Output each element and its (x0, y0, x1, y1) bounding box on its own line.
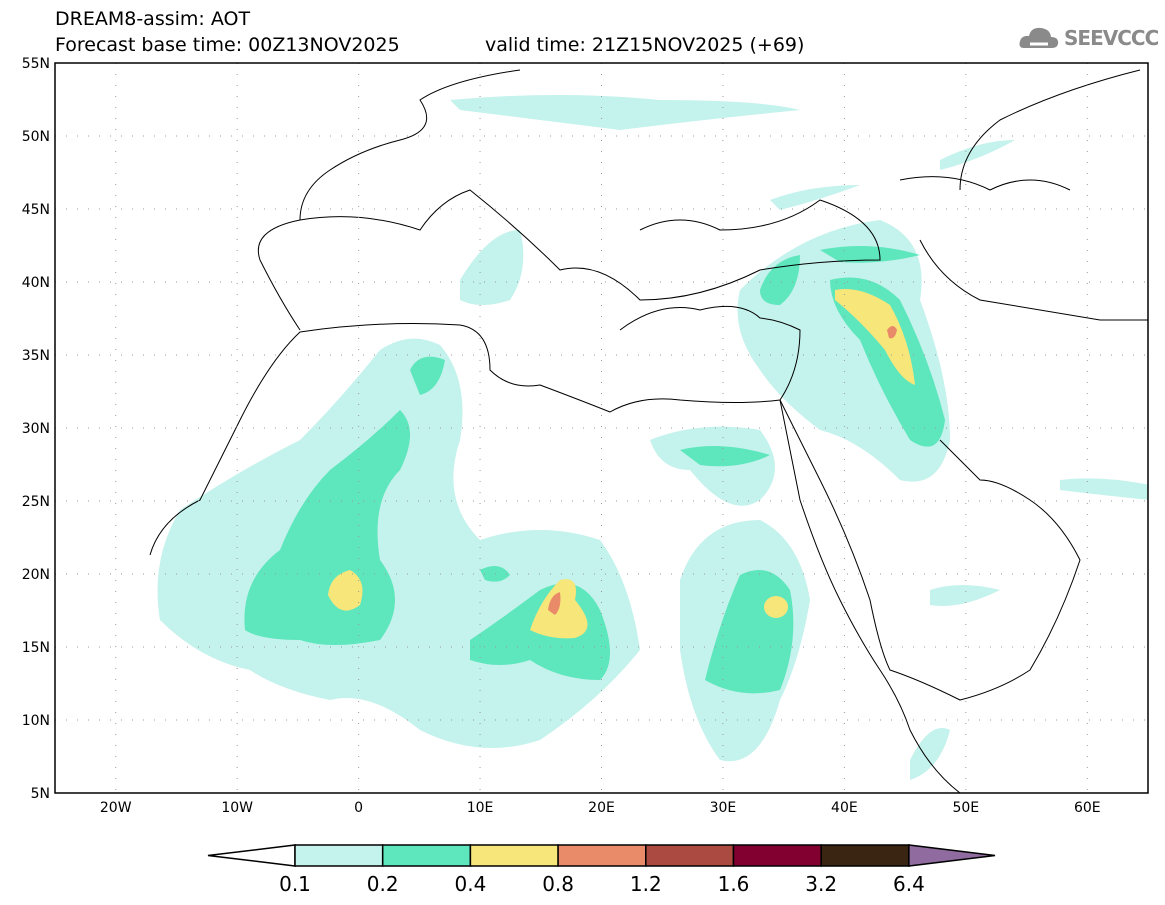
lat-label: 20N (22, 567, 50, 583)
colorbar (207, 844, 996, 867)
coastlines (149, 69, 1148, 793)
dust-field (157, 95, 1148, 780)
lon-label: 40E (831, 800, 858, 816)
logo-text: SEEVCCC (1064, 26, 1159, 50)
lat-label: 10N (22, 713, 50, 729)
lat-label: 50N (22, 129, 50, 145)
colorbar-over-arrow (908, 844, 996, 867)
colorbar-label: 1.2 (629, 872, 662, 896)
lon-label: 0 (354, 800, 363, 816)
lat-label: 55N (22, 56, 50, 72)
colorbar-swatch (820, 844, 910, 867)
lat-label: 5N (31, 786, 50, 802)
colorbar-label: 3.2 (805, 872, 838, 896)
colorbar-swatch (557, 844, 647, 867)
colorbar-label: 0.8 (542, 872, 574, 896)
lon-label: 50E (952, 800, 979, 816)
colorbar-swatch (645, 844, 735, 867)
colorbar-label: 1.6 (717, 872, 750, 896)
colorbar-label: 0.4 (454, 872, 487, 896)
map-title: DREAM8-assim: AOT (55, 8, 251, 30)
lon-label: 10E (467, 800, 494, 816)
lon-label: 20E (588, 800, 615, 816)
colorbar-label: 6.4 (892, 872, 925, 896)
lat-label: 25N (22, 494, 50, 510)
lat-label: 45N (22, 202, 50, 218)
lon-label: 60E (1074, 800, 1101, 816)
lat-label: 30N (22, 421, 50, 437)
lon-label: 30E (710, 800, 737, 816)
lat-label: 15N (22, 640, 50, 656)
lon-label: 20W (100, 800, 132, 816)
colorbar-swatch (381, 844, 472, 867)
lat-label: 35N (22, 348, 50, 364)
forecast-base-time: Forecast base time: 00Z13NOV2025 (55, 34, 400, 56)
colorbar-label: 0.2 (366, 872, 399, 896)
lat-label: 40N (22, 275, 50, 291)
colorbar-label: 0.1 (279, 872, 311, 896)
map-frame (54, 62, 1149, 794)
colorbar-under-arrow (207, 844, 296, 867)
graticule (55, 63, 1148, 793)
colorbar-swatch (469, 844, 559, 867)
cloud-icon (1019, 27, 1059, 48)
valid-time: valid time: 21Z15NOV2025 (+69) (485, 34, 805, 56)
lon-label: 10W (221, 800, 253, 816)
colorbar-swatch (294, 844, 384, 867)
seevccc-logo: SEEVCCC (1018, 24, 1159, 52)
colorbar-swatch (732, 844, 822, 867)
